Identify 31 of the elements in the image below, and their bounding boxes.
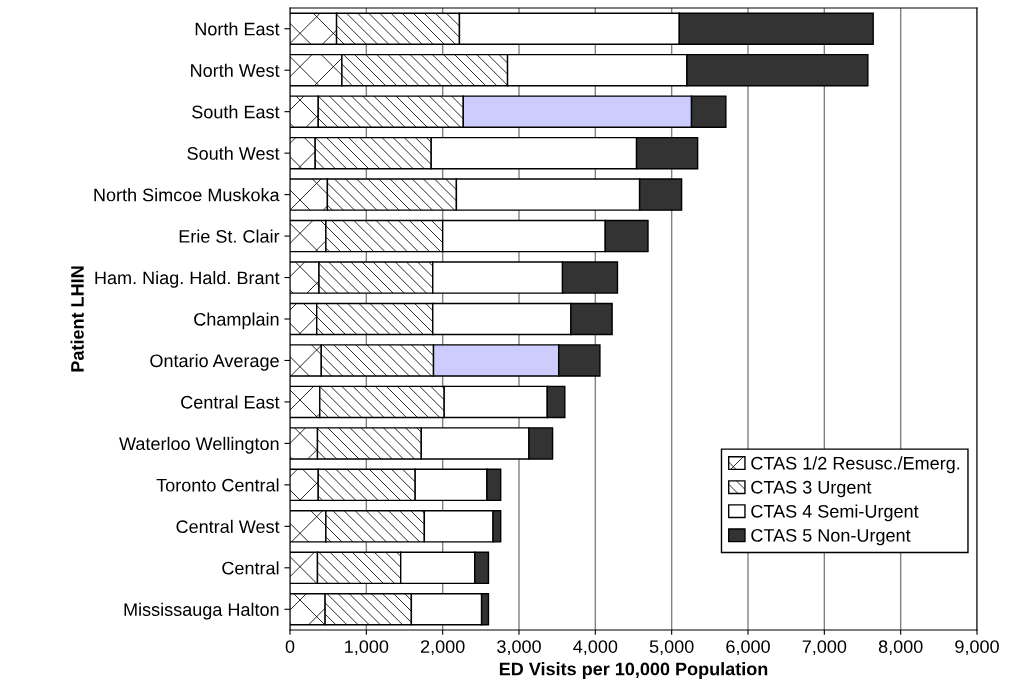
x-axis-title: ED Visits per 10,000 Population <box>499 662 768 679</box>
x-tick-label: 9,000 <box>955 640 999 656</box>
y-tick-label: Central West <box>176 519 280 534</box>
y-tick-label: Central <box>222 561 279 575</box>
y-tick-label: Waterloo Wellington <box>119 436 279 454</box>
y-tick-label: North Simcoe Muskoka <box>94 188 280 202</box>
legend-label: CTAS 4 Semi-Urgent <box>751 504 919 522</box>
y-tick-label: South East <box>192 105 280 119</box>
x-tick-label: 6,000 <box>726 640 770 656</box>
x-tick-label: 4,000 <box>573 640 618 656</box>
x-tick-label: 2,000 <box>420 640 465 656</box>
y-tick-label: South West <box>187 146 280 160</box>
x-tick-label: 3,000 <box>497 640 541 656</box>
y-tick-label: Toronto Central <box>156 478 279 492</box>
legend-label: CTAS 1/2 Resusc./Emerg. <box>751 456 960 474</box>
y-tick-label: Erie St. Clair <box>179 229 280 243</box>
y-tick-label: Champlain <box>194 312 279 330</box>
y-tick-label: Central East <box>181 395 280 409</box>
y-tick-label: North East <box>195 22 280 36</box>
x-tick-label: 8,000 <box>878 640 923 656</box>
y-tick-label: Ontario Average <box>150 353 279 371</box>
y-axis-title: Patient LHIN <box>70 266 84 372</box>
x-tick-label: 5,000 <box>649 640 694 656</box>
legend-label: CTAS 3 Urgent <box>751 480 872 498</box>
y-tick-label: North West <box>191 63 280 77</box>
legend-label: CTAS 5 Non-Urgent <box>751 528 911 546</box>
x-tick-label: 0 <box>285 640 295 653</box>
y-tick-label: Ham. Niag. Hald. Brant <box>95 270 280 288</box>
x-tick-label: 7,000 <box>802 640 847 656</box>
x-tick-label: 1,000 <box>345 640 389 656</box>
y-tick-label: Mississauga Halton <box>124 602 279 620</box>
